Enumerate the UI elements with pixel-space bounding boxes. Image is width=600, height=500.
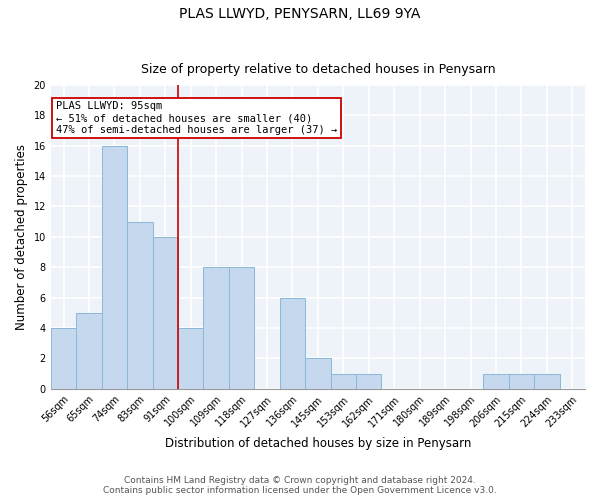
Bar xyxy=(305,358,331,389)
X-axis label: Distribution of detached houses by size in Penysarn: Distribution of detached houses by size … xyxy=(165,437,471,450)
Bar xyxy=(331,374,356,389)
Bar xyxy=(229,267,254,389)
Bar xyxy=(178,328,203,389)
Bar xyxy=(51,328,76,389)
Bar xyxy=(76,313,101,389)
Bar xyxy=(203,267,229,389)
Bar xyxy=(509,374,534,389)
Bar xyxy=(534,374,560,389)
Bar xyxy=(483,374,509,389)
Y-axis label: Number of detached properties: Number of detached properties xyxy=(15,144,28,330)
Bar xyxy=(280,298,305,389)
Text: PLAS LLWYD: 95sqm
← 51% of detached houses are smaller (40)
47% of semi-detached: PLAS LLWYD: 95sqm ← 51% of detached hous… xyxy=(56,102,337,134)
Bar xyxy=(356,374,382,389)
Text: Contains HM Land Registry data © Crown copyright and database right 2024.
Contai: Contains HM Land Registry data © Crown c… xyxy=(103,476,497,495)
Text: PLAS LLWYD, PENYSARN, LL69 9YA: PLAS LLWYD, PENYSARN, LL69 9YA xyxy=(179,8,421,22)
Bar xyxy=(152,237,178,389)
Bar xyxy=(127,222,152,389)
Bar xyxy=(101,146,127,389)
Title: Size of property relative to detached houses in Penysarn: Size of property relative to detached ho… xyxy=(140,63,495,76)
